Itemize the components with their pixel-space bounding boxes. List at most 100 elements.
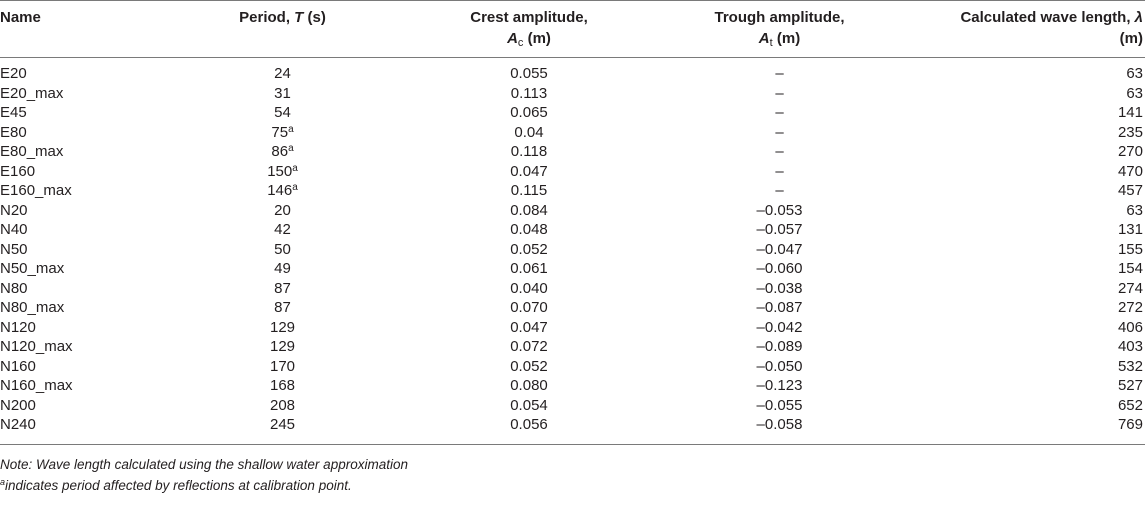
cell-name: E45 xyxy=(0,103,165,123)
cell-period-text: 150 xyxy=(267,162,293,180)
table-notes: Note: Wave length calculated using the s… xyxy=(0,454,1145,496)
table-row: N80 87 0.040 –0.038 274 xyxy=(0,279,1145,299)
cell-crest-amplitude-text: 0.054 xyxy=(510,396,548,414)
cell-period: 146a xyxy=(165,181,400,201)
cell-wave-length-text: 457 xyxy=(1117,182,1143,199)
cell-trough-amplitude: –0.047 xyxy=(658,240,901,260)
cell-wave-length: 457 xyxy=(901,181,1145,201)
cell-wave-length-text: 235 xyxy=(1117,123,1143,141)
cell-crest-amplitude-text: 0.047 xyxy=(510,318,548,336)
cell-name: N240 xyxy=(0,415,165,444)
cell-trough-amplitude-text: –0.047 xyxy=(756,240,803,258)
cell-crest-amplitude-text: 0.065 xyxy=(510,104,548,121)
cell-crest-amplitude: 0.040 xyxy=(400,279,658,299)
header-period-text: Period, xyxy=(239,9,295,26)
cell-trough-amplitude: – xyxy=(658,123,901,143)
cell-trough-amplitude: –0.055 xyxy=(658,396,901,416)
cell-name: N160_max xyxy=(0,376,165,396)
cell-period-text: 146 xyxy=(267,182,293,199)
cell-trough-amplitude: – xyxy=(658,103,901,123)
cell-name: N120 xyxy=(0,318,165,338)
footnote-marker: a xyxy=(288,143,294,154)
note-line-1: Note: Wave length calculated using the s… xyxy=(0,456,408,472)
cell-wave-length-text: 532 xyxy=(1117,357,1143,375)
cell-trough-amplitude: –0.058 xyxy=(658,415,901,444)
cell-name: N50_max xyxy=(0,259,165,279)
cell-trough-amplitude-text: –0.058 xyxy=(756,416,803,433)
cell-trough-amplitude: – xyxy=(658,58,901,84)
table-row: N120_max 129 0.072 –0.089 403 xyxy=(0,337,1145,357)
cell-crest-amplitude-text: 0.061 xyxy=(510,260,548,277)
cell-period: 75a xyxy=(165,123,400,143)
cell-wave-length: 769 xyxy=(901,415,1145,444)
cell-crest-amplitude-text: 0.072 xyxy=(510,338,548,355)
table-row: N20 20 0.084 –0.053 63 xyxy=(0,201,1145,221)
cell-name: N50 xyxy=(0,240,165,260)
cell-name-text: N50_max xyxy=(0,260,65,277)
header-trough-unit: (m) xyxy=(772,30,801,47)
cell-crest-amplitude: 0.056 xyxy=(400,415,658,444)
cell-crest-amplitude: 0.061 xyxy=(400,259,658,279)
cell-period: 31 xyxy=(165,84,400,104)
cell-trough-amplitude: –0.042 xyxy=(658,318,901,338)
cell-period-text: 50 xyxy=(274,240,291,258)
cell-wave-length: 131 xyxy=(901,220,1145,240)
cell-crest-amplitude: 0.072 xyxy=(400,337,658,357)
table-row: E160 150a 0.047 – 470 xyxy=(0,162,1145,182)
cell-trough-amplitude-text: –0.038 xyxy=(756,279,803,297)
cell-trough-amplitude-text: –0.060 xyxy=(756,260,803,277)
cell-wave-length: 63 xyxy=(901,201,1145,221)
table-row: E20 24 0.055 – 63 xyxy=(0,58,1145,84)
cell-crest-amplitude: 0.055 xyxy=(400,58,658,84)
cell-crest-amplitude-text: 0.048 xyxy=(510,221,548,238)
cell-trough-amplitude: –0.123 xyxy=(658,376,901,396)
cell-trough-amplitude-text: – xyxy=(775,65,784,82)
header-period-symbol: T xyxy=(294,9,304,26)
cell-crest-amplitude: 0.080 xyxy=(400,376,658,396)
cell-period-text: 86 xyxy=(271,143,289,160)
table-row: E160_max 146a 0.115 – 457 xyxy=(0,181,1145,201)
cell-wave-length-text: 131 xyxy=(1117,221,1143,238)
cell-crest-amplitude: 0.084 xyxy=(400,201,658,221)
cell-trough-amplitude-text: –0.053 xyxy=(756,201,803,219)
cell-name-text: N240 xyxy=(0,416,36,433)
cell-name: N160 xyxy=(0,357,165,377)
cell-crest-amplitude: 0.052 xyxy=(400,357,658,377)
cell-name-text: E20_max xyxy=(0,84,64,102)
cell-wave-length: 470 xyxy=(901,162,1145,182)
cell-crest-amplitude: 0.065 xyxy=(400,103,658,123)
cell-name-text: N200 xyxy=(0,396,36,414)
cell-crest-amplitude: 0.047 xyxy=(400,318,658,338)
cell-period-text: 24 xyxy=(274,65,291,82)
cell-period: 87 xyxy=(165,279,400,299)
cell-period-text: 87 xyxy=(274,299,291,316)
cell-crest-amplitude-text: 0.113 xyxy=(510,84,548,102)
cell-name-text: E45 xyxy=(0,104,27,121)
table-row: E80_max 86a 0.118 – 270 xyxy=(0,142,1145,162)
cell-crest-amplitude-text: 0.052 xyxy=(510,357,548,375)
cell-trough-amplitude: –0.089 xyxy=(658,337,901,357)
header-wavelength: Calculated wave length, λ (m) xyxy=(901,1,1145,58)
cell-wave-length-text: 154 xyxy=(1117,260,1143,277)
header-trough-sub: t xyxy=(769,37,773,49)
cell-name: N40 xyxy=(0,220,165,240)
footnote-marker: a xyxy=(288,123,294,135)
cell-period-text: 31 xyxy=(274,84,291,102)
cell-name: E80 xyxy=(0,123,165,143)
cell-crest-amplitude-text: 0.118 xyxy=(510,143,548,160)
note-footnote-marker: a xyxy=(0,476,6,487)
cell-trough-amplitude-text: – xyxy=(775,162,784,180)
table-row: E45 54 0.065 – 141 xyxy=(0,103,1145,123)
cell-period-text: 54 xyxy=(274,104,291,121)
cell-period-text: 129 xyxy=(269,318,296,336)
header-period-unit: (s) xyxy=(303,9,326,26)
cell-name-text: N160 xyxy=(0,357,36,375)
cell-wave-length: 235 xyxy=(901,123,1145,143)
header-trough-symbol: A xyxy=(758,30,770,47)
cell-trough-amplitude: – xyxy=(658,162,901,182)
cell-name: E20 xyxy=(0,58,165,84)
cell-period: 49 xyxy=(165,259,400,279)
cell-trough-amplitude: –0.038 xyxy=(658,279,901,299)
footnote-marker: a xyxy=(292,162,298,174)
